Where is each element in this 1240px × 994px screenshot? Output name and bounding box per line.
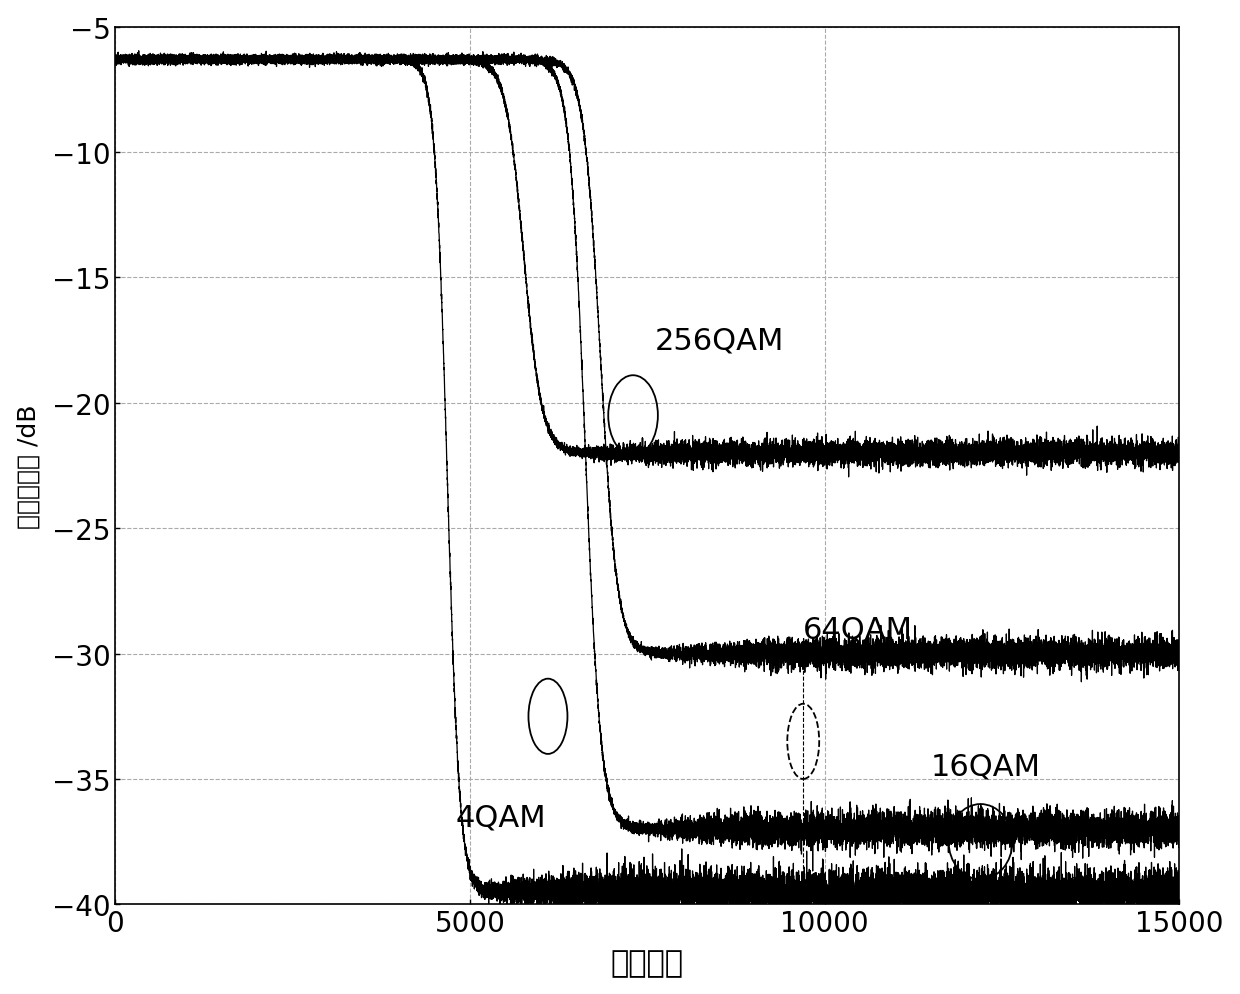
Y-axis label: 范差间干扰 /dB: 范差间干扰 /dB <box>16 404 41 528</box>
Text: 16QAM: 16QAM <box>931 752 1040 781</box>
Text: 256QAM: 256QAM <box>655 326 784 355</box>
X-axis label: 迭代次数: 迭代次数 <box>611 948 683 977</box>
Text: 64QAM: 64QAM <box>804 614 913 643</box>
Text: 4QAM: 4QAM <box>456 802 547 831</box>
